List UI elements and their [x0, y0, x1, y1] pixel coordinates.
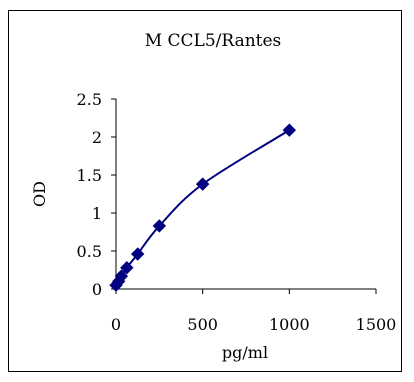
y-tick-label: 0.5	[77, 242, 102, 261]
data-point	[282, 123, 297, 137]
y-tick-label: 2.5	[77, 90, 102, 109]
x-tick-label: 1500	[356, 315, 397, 334]
data-point	[114, 269, 129, 283]
y-tick-label: 1.5	[77, 166, 102, 185]
y-axis-label: OD	[30, 181, 49, 207]
x-tick-label: 1000	[269, 315, 310, 334]
y-tick-label: 2	[92, 128, 102, 147]
data-point	[130, 247, 145, 261]
plot-area	[109, 123, 297, 292]
x-axis-label: pg/ml	[222, 343, 268, 362]
x-tick-label: 0	[111, 315, 121, 334]
chart-frame	[8, 10, 402, 372]
data-point	[195, 177, 210, 191]
y-tick-label: 1	[92, 204, 102, 223]
data-point	[152, 219, 167, 233]
series-line	[115, 129, 290, 286]
x-tick-label: 500	[187, 315, 218, 334]
chart-title: M CCL5/Rantes	[145, 31, 282, 51]
data-point	[120, 261, 134, 275]
y-ticks: 0 0.5 1 1.5 2 2.5	[77, 90, 116, 299]
x-ticks: 0 500 1000 1500	[111, 289, 396, 334]
y-tick-label: 0	[92, 280, 102, 299]
